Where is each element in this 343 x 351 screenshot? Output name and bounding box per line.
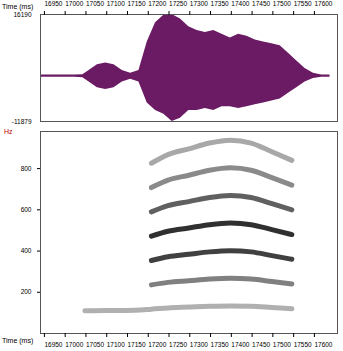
svg-text:17500: 17500 [273, 341, 291, 347]
svg-text:600: 600 [21, 206, 32, 213]
svg-text:17000: 17000 [65, 0, 83, 7]
svg-text:16190: 16190 [13, 11, 31, 18]
svg-text:17250: 17250 [169, 0, 187, 7]
svg-text:17150: 17150 [127, 0, 145, 7]
svg-text:17550: 17550 [294, 0, 312, 7]
svg-text:17100: 17100 [107, 341, 125, 347]
html-text:Hz: Hz [4, 128, 13, 135]
svg-text:17350: 17350 [211, 0, 229, 7]
svg-text:17050: 17050 [86, 341, 104, 347]
svg-text:17000: 17000 [65, 341, 83, 347]
svg-text:17300: 17300 [190, 0, 208, 7]
svg-text:400: 400 [21, 247, 32, 254]
svg-text:17300: 17300 [190, 341, 208, 347]
svg-text:17500: 17500 [273, 0, 291, 7]
svg-text:16950: 16950 [44, 0, 62, 7]
html-text:Time (ms): Time (ms) [2, 337, 34, 344]
svg-text:17600: 17600 [314, 0, 332, 7]
svg-text:17050: 17050 [86, 0, 104, 7]
svg-text:17100: 17100 [107, 0, 125, 7]
svg-text:-11879: -11879 [12, 118, 32, 125]
svg-text:17250: 17250 [169, 341, 187, 347]
svg-text:17350: 17350 [211, 341, 229, 347]
svg-text:17400: 17400 [231, 0, 249, 7]
svg-text:800: 800 [21, 165, 32, 172]
svg-text:200: 200 [21, 288, 32, 295]
svg-text:17450: 17450 [252, 0, 270, 7]
svg-text:16950: 16950 [44, 341, 62, 347]
svg-text:17450: 17450 [252, 341, 270, 347]
svg-text:17400: 17400 [231, 341, 249, 347]
svg-text:17150: 17150 [127, 341, 145, 347]
html-text:Time (ms): Time (ms) [2, 3, 34, 10]
svg-text:17600: 17600 [314, 341, 332, 347]
svg-text:17200: 17200 [148, 341, 166, 347]
svg-text:17550: 17550 [294, 341, 312, 347]
svg-text:17200: 17200 [148, 0, 166, 7]
